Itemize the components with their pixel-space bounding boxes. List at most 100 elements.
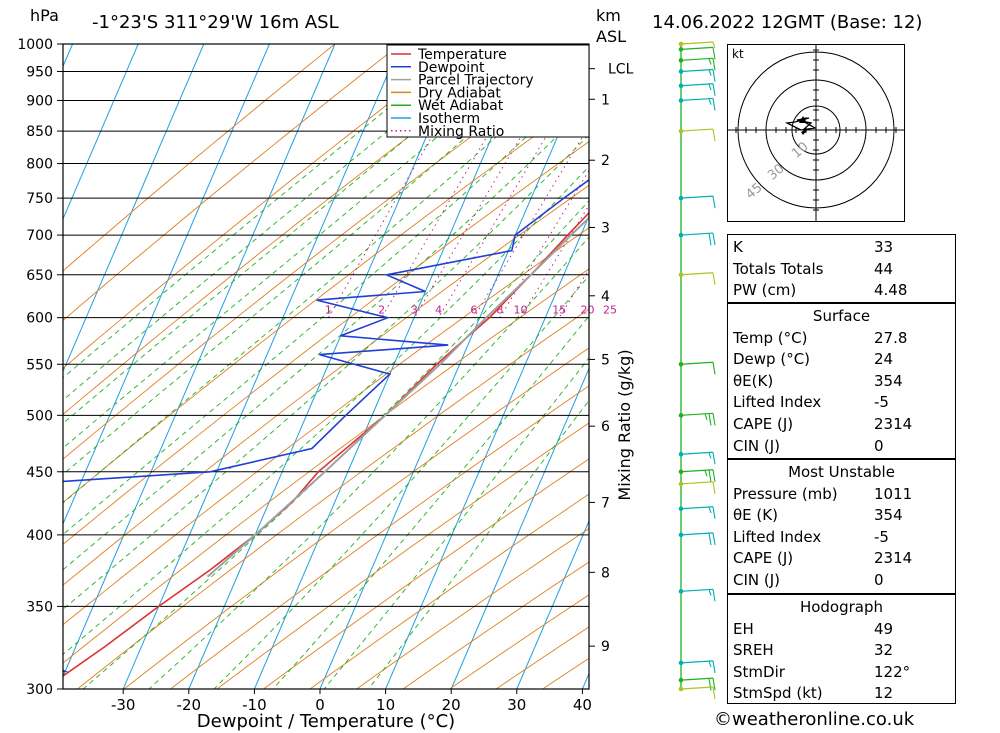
isobar-lines [63, 43, 589, 690]
x-axis-title: Dewpoint / Temperature (°C) [197, 711, 455, 732]
asl-unit-label: ASL [596, 27, 627, 46]
height-tick-label: LCL [608, 62, 634, 78]
surface-row-li: Lifted Index -5 [733, 393, 889, 412]
wet-adiabat-line [213, 275, 589, 689]
hpa-unit-label: hPa [30, 6, 59, 25]
wind-barb [678, 361, 716, 375]
height-tick-label: 4 [601, 289, 610, 305]
pressure-axis: 300 350 400 450 500 550 600 650 700 750 800 850 900 9… [17, 37, 63, 698]
legend-entry: Dry Adiabat [418, 85, 501, 101]
mu-row-cin: CIN (J) 0 [733, 570, 884, 589]
x-tick-label: 30 [507, 696, 526, 714]
wet-adiabat-line [63, 44, 546, 449]
wind-barb [678, 195, 716, 209]
temperature-axis: -30 -20 -10 0 10 20 30 40 [111, 689, 592, 714]
wind-barb [678, 128, 716, 142]
mixing-ratio-labels: 1 2 3 4 6 8 10 15 20 25 [325, 304, 617, 317]
dry-adiabat-line [63, 227, 589, 626]
wind-barb [678, 588, 716, 602]
location-title: -1°23'S 311°29'W 16m ASL [92, 12, 339, 33]
mu-title: Most Unstable [788, 463, 895, 481]
hodograph: kt 10 30 45 [727, 44, 905, 222]
mu-row-thetae: θE (K) 354 [733, 506, 903, 525]
height-tick-label: 8 [601, 565, 610, 581]
wind-barb [678, 68, 716, 82]
wind-barb [678, 677, 716, 691]
x-tick-label: -20 [177, 696, 202, 714]
wet-adiabat-line [63, 44, 493, 401]
dry-adiabat-line [216, 422, 589, 689]
hodograph-table: Hodograph EH 49 SREH 32 StmDir 122° StmSpd … [727, 594, 956, 704]
surface-row-cin: CIN (J) 0 [733, 436, 884, 455]
pressure-tick-label: 750 [26, 191, 53, 207]
temperature-line [63, 211, 589, 677]
dry-adiabat-line [63, 95, 589, 503]
legend-entry: Mixing Ratio [418, 124, 504, 140]
pressure-tick-label: 300 [26, 682, 53, 698]
surface-table: Surface Temp (°C) 27.8 Dewp (°C) 24 θE(K) 3… [727, 303, 956, 459]
dry-adiabat-line [63, 44, 402, 322]
surface-row-thetae: θE(K) 354 [733, 371, 903, 390]
pressure-tick-label: 700 [26, 228, 53, 244]
hodo-storm-marker-up [799, 116, 807, 123]
isotherm-line [516, 519, 589, 689]
plot-frame [62, 43, 590, 690]
wet-adiabat-line [63, 76, 589, 536]
indices-row-tt: Totals Totals 44 [733, 259, 894, 278]
hodo-unit: kt [732, 47, 744, 61]
wet-adiabat-line [63, 44, 519, 424]
isotherm-line [385, 214, 589, 689]
legend-entry: Parcel Trajectory [418, 73, 534, 89]
wind-barb [678, 83, 716, 96]
credit-link[interactable]: ©weatheronline.co.uk [714, 709, 915, 730]
wind-profile [678, 41, 716, 700]
wet-adiabat-line [63, 51, 589, 504]
wind-barb [678, 660, 716, 673]
height-tick-label: 7 [601, 495, 610, 511]
hodo-table-title: Hodograph [799, 598, 884, 616]
isotherm-line [253, 44, 533, 689]
pressure-tick-label: 1000 [17, 37, 53, 53]
mixing-ratio-line [473, 125, 589, 318]
wind-barb [678, 97, 716, 111]
pressure-tick-label: 900 [26, 93, 53, 109]
mixing-ratio-label: 8 [496, 304, 503, 317]
hodo-row-stmdir: StmDir 122° [733, 662, 911, 681]
legend-entry: Temperature [417, 47, 507, 63]
wind-barb [678, 272, 716, 285]
wind-barb [678, 469, 716, 483]
height-tick-label: 2 [601, 153, 610, 169]
parcel-trajectory-line [206, 216, 589, 578]
pressure-tick-label: 650 [26, 268, 53, 284]
dry-adiabat-line [169, 385, 589, 689]
mixing-ratio-label: 25 [603, 304, 617, 317]
dry-adiabat-line [63, 44, 336, 272]
mixing-ratio-label: 10 [514, 304, 528, 317]
height-tick-label: 5 [601, 352, 610, 368]
height-tick-label: 1 [601, 92, 610, 108]
mu-row-pressure: Pressure (mb) 1011 [733, 484, 913, 503]
dry-adiabat-line [63, 184, 589, 586]
indices-row-k: K 33 [733, 238, 894, 256]
indices-table: K 33 Totals Totals 44 PW (cm) 4.48 [727, 234, 956, 303]
pressure-tick-label: 450 [26, 465, 53, 481]
legend-entry: Isotherm [418, 111, 480, 127]
height-tick-label: 9 [601, 639, 610, 655]
mixing-ratio-label: 15 [552, 304, 566, 317]
surface-row-cape: CAPE (J) 2314 [733, 414, 913, 433]
isotherm-line [63, 44, 336, 678]
pressure-tick-label: 400 [26, 528, 53, 544]
x-tick-label: 0 [315, 696, 325, 714]
surface-title: Surface [812, 307, 871, 325]
wind-barb [678, 451, 716, 465]
legend-entry: Dewpoint [418, 60, 485, 76]
km-unit-label: km [596, 6, 621, 25]
hodo-row-sreh: SREH 32 [733, 641, 894, 660]
wind-barb [678, 46, 716, 60]
wet-adiabat-line [272, 315, 589, 689]
pressure-tick-label: 950 [26, 64, 53, 80]
mixing-ratio-label: 6 [470, 304, 477, 317]
isotherm-line [63, 44, 139, 221]
